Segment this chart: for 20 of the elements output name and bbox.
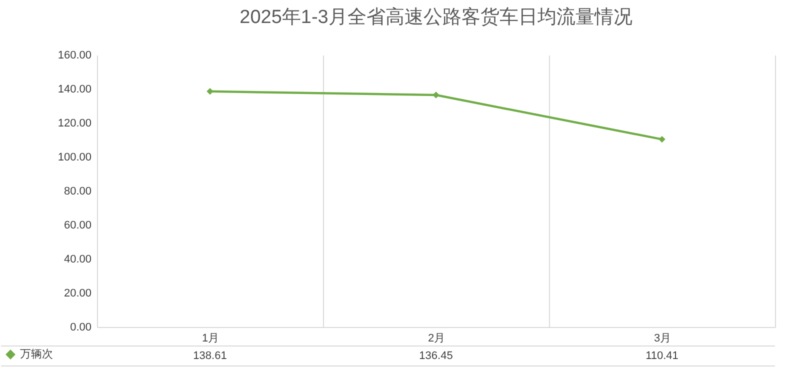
y-tick-label: 160.00 xyxy=(58,50,92,62)
y-tick-label: 40.00 xyxy=(64,254,92,266)
x-tick-label: 3月 xyxy=(654,332,672,344)
y-tick-label: 60.00 xyxy=(64,220,92,232)
x-tick-label: 1月 xyxy=(202,332,220,344)
point xyxy=(432,92,440,98)
y-tick-label: 140.00 xyxy=(58,84,92,96)
y-tick-label: 120.00 xyxy=(58,118,92,130)
y-tick-label: 20.00 xyxy=(64,288,92,300)
y-tick-label: 0.00 xyxy=(70,322,92,334)
data-label: 110.41 xyxy=(646,350,678,362)
point xyxy=(658,136,666,143)
y-tick-label: 80.00 xyxy=(64,186,92,198)
data-label: 136.45 xyxy=(419,350,453,362)
x-tick-label: 2月 xyxy=(428,332,446,344)
legend-label: 万辆次 xyxy=(20,348,53,360)
chart-title: 2025年1-3月全省高速公路客货车日均流量情况 xyxy=(240,6,632,28)
point xyxy=(206,88,214,95)
data-label: 138.61 xyxy=(193,350,227,362)
y-tick-label: 100.00 xyxy=(58,152,92,164)
